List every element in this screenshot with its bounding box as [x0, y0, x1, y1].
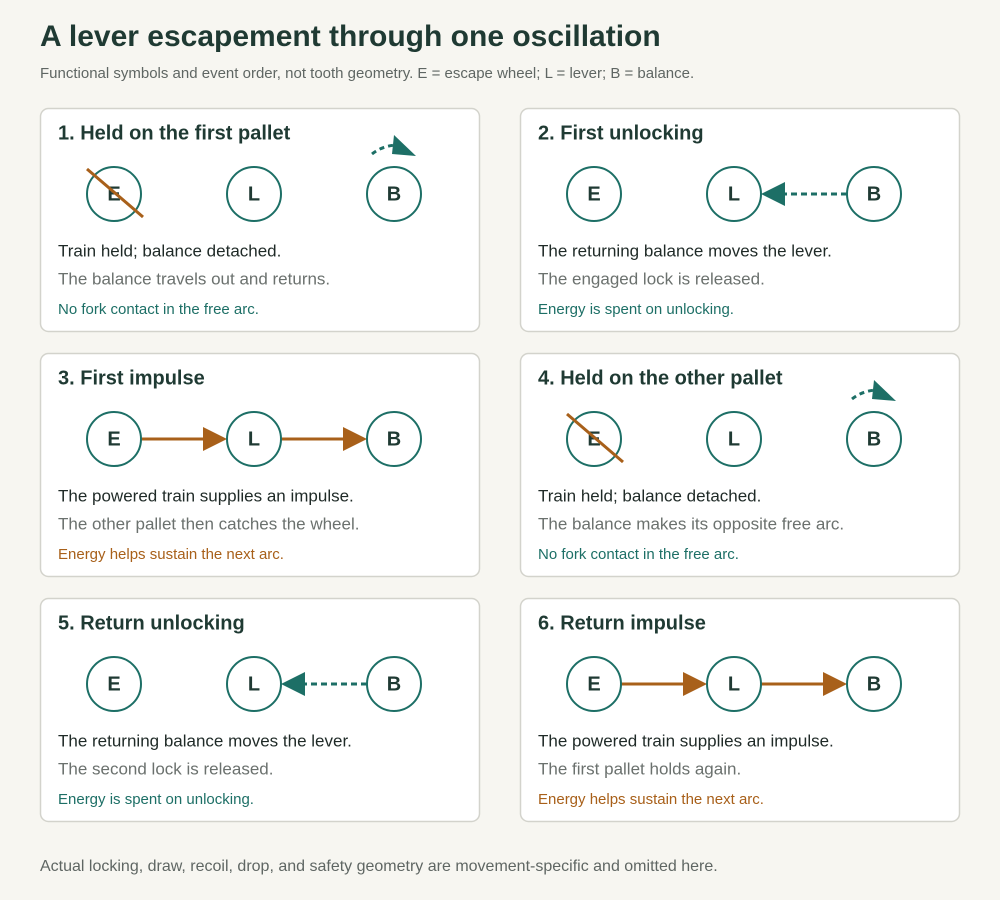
panel-title: 4. Held on the other pallet: [538, 367, 783, 389]
arrow-head: [343, 427, 367, 451]
panel-note: No fork contact in the free arc.: [58, 301, 259, 318]
footer: Actual locking, draw, recoil, drop, and …: [40, 858, 718, 875]
node: [706, 411, 762, 467]
arrow-head: [281, 672, 305, 696]
node-label: L: [248, 183, 260, 205]
panel-line: The balance travels out and returns.: [58, 269, 330, 288]
panel-line: The first pallet holds again.: [538, 759, 741, 778]
page-title: A lever escapement through one oscillati…: [40, 20, 661, 53]
panel-note: Energy is spent on unlocking.: [58, 791, 254, 808]
node-label: E: [587, 673, 600, 695]
lock-cross: [86, 167, 144, 219]
node-label: L: [248, 428, 260, 450]
lock-cross: [566, 412, 624, 464]
panel-title: 1. Held on the first pallet: [58, 122, 291, 144]
node: [86, 656, 142, 712]
node: [226, 656, 282, 712]
panel-title: 3. First impulse: [58, 367, 205, 389]
node: [846, 411, 902, 467]
node-label: E: [587, 183, 600, 205]
free-arc: [851, 388, 877, 401]
node-label: B: [867, 673, 881, 695]
node: [706, 656, 762, 712]
node-label: L: [728, 183, 740, 205]
panel-line: The other pallet then catches the wheel.: [58, 514, 359, 533]
node-label: B: [867, 428, 881, 450]
panel-line: The powered train supplies an impulse.: [538, 731, 834, 750]
node-label: B: [387, 673, 401, 695]
node-label: L: [728, 673, 740, 695]
node: [706, 166, 762, 222]
node: [846, 166, 902, 222]
node-label: E: [107, 428, 120, 450]
arrow-head: [761, 182, 785, 206]
node: [226, 166, 282, 222]
panel-line: The engaged lock is released.: [538, 269, 765, 288]
panel-line: The returning balance moves the lever.: [58, 731, 352, 750]
node-label: B: [387, 428, 401, 450]
panel-line: The second lock is released.: [58, 759, 273, 778]
node: [566, 166, 622, 222]
panel-note: No fork contact in the free arc.: [538, 546, 739, 563]
node-label: B: [867, 183, 881, 205]
panel-line: The returning balance moves the lever.: [538, 241, 832, 260]
node: [366, 411, 422, 467]
panel-line: The powered train supplies an impulse.: [58, 486, 354, 505]
panel-note: Energy helps sustain the next arc.: [538, 791, 764, 808]
node: [366, 166, 422, 222]
node: [566, 656, 622, 712]
arrow-head: [683, 672, 707, 696]
panel-title: 6. Return impulse: [538, 612, 706, 634]
panel-note: Energy is spent on unlocking.: [538, 301, 734, 318]
node-label: B: [387, 183, 401, 205]
arrow-head: [203, 427, 227, 451]
panel-note: Energy helps sustain the next arc.: [58, 546, 284, 563]
node: [86, 411, 142, 467]
arc-head: [392, 135, 416, 156]
panel-title: 5. Return unlocking: [58, 612, 245, 634]
subtitle: Functional symbols and event order, not …: [40, 65, 694, 82]
node: [846, 656, 902, 712]
panel-line: The balance makes its opposite free arc.: [538, 514, 844, 533]
panel-line: Train held; balance detached.: [538, 486, 761, 505]
free-arc: [371, 143, 397, 156]
node: [366, 656, 422, 712]
arc-head: [872, 380, 896, 401]
node: [226, 411, 282, 467]
node-label: L: [248, 673, 260, 695]
panel-title: 2. First unlocking: [538, 122, 704, 144]
node-label: E: [107, 673, 120, 695]
arrow-head: [823, 672, 847, 696]
panel-line: Train held; balance detached.: [58, 241, 281, 260]
node-label: L: [728, 428, 740, 450]
